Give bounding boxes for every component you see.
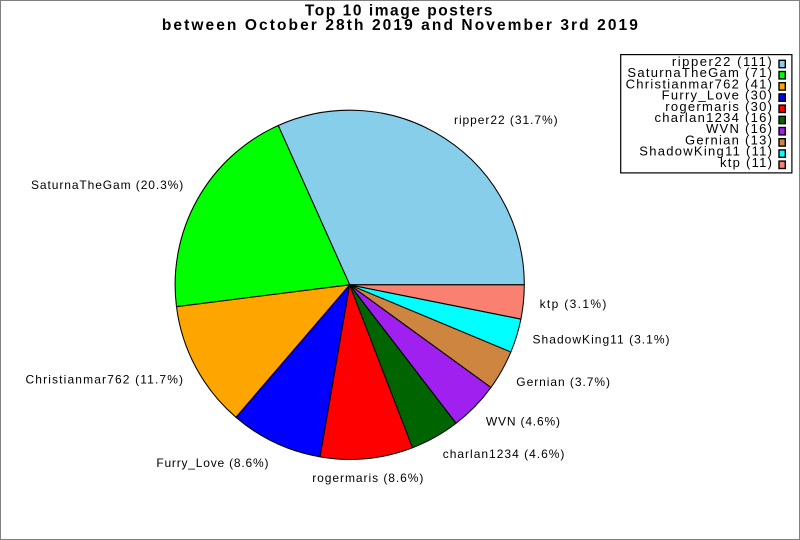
svg-text:rogermaris (30): rogermaris (30) <box>665 99 773 114</box>
svg-text:Furry_Love (30): Furry_Love (30) <box>662 88 774 103</box>
svg-text:Christianmar762 (11.7%): Christianmar762 (11.7%) <box>25 373 184 387</box>
svg-text:ktp (11): ktp (11) <box>720 155 773 170</box>
svg-text:charlan1234 (16): charlan1234 (16) <box>655 110 774 125</box>
svg-text:Gernian (13): Gernian (13) <box>685 132 773 147</box>
svg-text:charlan1234 (4.6%): charlan1234 (4.6%) <box>443 447 566 461</box>
svg-text:WVN (16): WVN (16) <box>706 121 773 136</box>
svg-text:Gernian (3.7%): Gernian (3.7%) <box>516 375 611 389</box>
svg-text:ShadowKing11 (11): ShadowKing11 (11) <box>639 144 773 159</box>
svg-text:WVN (4.6%): WVN (4.6%) <box>486 415 561 429</box>
svg-text:ripper22 (111): ripper22 (111) <box>672 54 773 69</box>
svg-text:Top 10 image posters: Top 10 image posters <box>305 2 494 19</box>
svg-text:Furry_Love (8.6%): Furry_Love (8.6%) <box>156 456 269 470</box>
svg-text:rogermaris (8.6%): rogermaris (8.6%) <box>312 471 424 485</box>
svg-text:SaturnaTheGam (71): SaturnaTheGam (71) <box>627 65 773 80</box>
svg-text:Christianmar762 (41): Christianmar762 (41) <box>626 76 774 91</box>
svg-text:ShadowKing11 (3.1%): ShadowKing11 (3.1%) <box>533 333 671 347</box>
svg-text:ktp (3.1%): ktp (3.1%) <box>540 297 608 311</box>
svg-text:ripper22 (31.7%): ripper22 (31.7%) <box>454 113 559 127</box>
svg-text:SaturnaTheGam (20.3%): SaturnaTheGam (20.3%) <box>31 178 184 192</box>
svg-text:between October 28th 2019 and: between October 28th 2019 and November 3… <box>162 17 640 34</box>
